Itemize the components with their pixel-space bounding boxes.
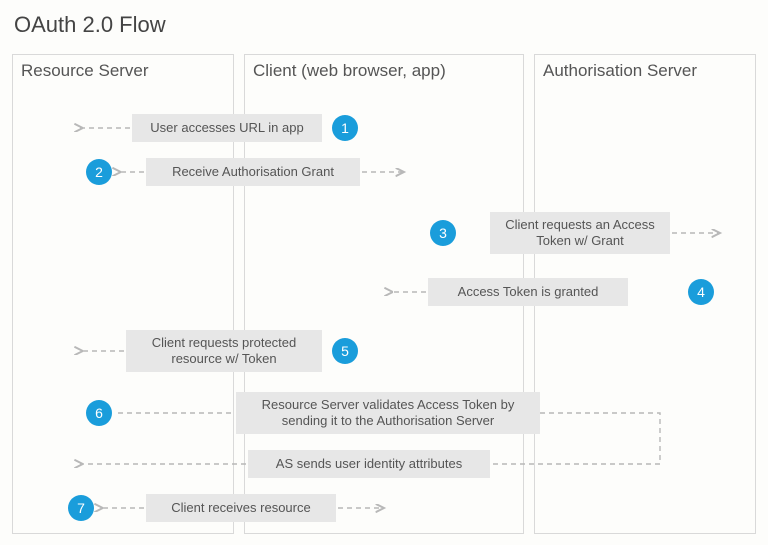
step-badge-5: 5 xyxy=(332,338,358,364)
column-header: Authorisation Server xyxy=(543,61,697,81)
diagram-title: OAuth 2.0 Flow xyxy=(14,12,166,38)
step-box-2: Receive Authorisation Grant xyxy=(146,158,360,186)
step-badge-6: 6 xyxy=(86,400,112,426)
step-box-3: Client requests an Access Token w/ Grant xyxy=(490,212,670,254)
step-box-6b: AS sends user identity attributes xyxy=(248,450,490,478)
step-badge-1: 1 xyxy=(332,115,358,141)
step-badge-3: 3 xyxy=(430,220,456,246)
step-box-5: Client requests protected resource w/ To… xyxy=(126,330,322,372)
step-badge-7: 7 xyxy=(68,495,94,521)
column-header: Resource Server xyxy=(21,61,149,81)
step-box-7: Client receives resource xyxy=(146,494,336,522)
step-box-1: User accesses URL in app xyxy=(132,114,322,142)
step-badge-2: 2 xyxy=(86,159,112,185)
step-box-4: Access Token is granted xyxy=(428,278,628,306)
step-badge-4: 4 xyxy=(688,279,714,305)
step-box-6: Resource Server validates Access Token b… xyxy=(236,392,540,434)
column-header: Client (web browser, app) xyxy=(253,61,446,81)
